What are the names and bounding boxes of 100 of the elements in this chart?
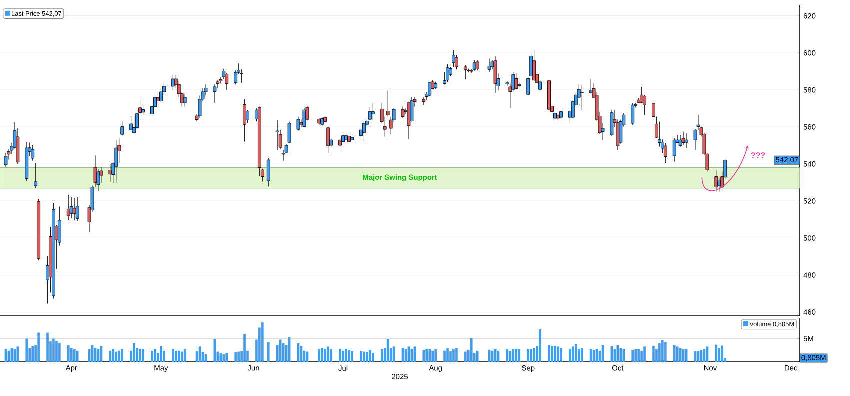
candlestick <box>631 103 635 126</box>
bar <box>279 340 282 362</box>
bar <box>470 338 473 362</box>
bar <box>139 349 142 362</box>
bar <box>679 348 682 362</box>
bar <box>533 348 536 362</box>
bar <box>342 350 344 362</box>
bar <box>220 353 222 362</box>
candlestick <box>342 134 346 144</box>
candlestick <box>526 77 530 96</box>
candlestick <box>371 103 375 120</box>
bar <box>530 349 532 362</box>
bar <box>360 351 362 362</box>
candlestick <box>532 50 536 82</box>
bar <box>554 346 556 362</box>
bar <box>640 350 643 362</box>
candlestick <box>682 132 686 146</box>
bar <box>452 349 455 362</box>
candlestick <box>514 73 518 90</box>
bar <box>539 330 542 362</box>
candlestick <box>476 60 480 71</box>
candlestick <box>243 99 246 142</box>
bar <box>369 350 372 362</box>
bar <box>26 338 28 362</box>
candlestick <box>464 65 468 80</box>
candlestick <box>66 194 70 221</box>
candlestick <box>494 56 498 94</box>
bar <box>664 342 667 362</box>
candlestick <box>472 60 476 72</box>
candlestick <box>302 108 306 128</box>
bar <box>551 346 554 362</box>
candlestick <box>580 85 584 110</box>
bar <box>634 349 637 362</box>
bar <box>52 338 55 362</box>
bar <box>652 346 655 362</box>
bar <box>142 349 144 362</box>
bar <box>658 343 661 362</box>
bar <box>622 349 626 362</box>
bar <box>676 346 679 362</box>
candlestick <box>130 116 134 132</box>
candlestick <box>171 75 175 90</box>
candlestick <box>276 120 280 150</box>
bar <box>222 354 226 362</box>
candlestick <box>288 122 292 144</box>
candlestick <box>386 90 390 118</box>
bar <box>32 346 34 362</box>
candlestick <box>266 158 270 188</box>
candlestick <box>348 134 351 144</box>
candlestick <box>589 79 593 94</box>
candlestick <box>684 133 688 149</box>
bar <box>46 332 49 362</box>
bar <box>721 346 724 362</box>
bar <box>426 349 428 362</box>
bar <box>557 346 560 362</box>
bar <box>268 342 270 362</box>
candlestick <box>320 116 324 126</box>
candlestick <box>694 129 698 150</box>
bar <box>428 349 432 362</box>
candlestick <box>183 94 187 108</box>
candlestick <box>362 122 366 142</box>
bar <box>76 350 79 362</box>
bar <box>73 349 76 362</box>
bar <box>548 345 550 362</box>
bar <box>339 349 342 362</box>
bar <box>363 352 366 362</box>
bar <box>70 348 73 362</box>
bar <box>638 349 640 362</box>
bar <box>234 352 237 362</box>
candlestick <box>718 178 722 192</box>
candlestick <box>4 153 8 168</box>
bar <box>68 345 70 362</box>
candlestick <box>672 138 676 162</box>
bar <box>432 350 434 362</box>
bar <box>327 346 330 362</box>
candlestick <box>338 138 342 149</box>
bar <box>38 332 40 362</box>
bar <box>644 346 646 362</box>
bar <box>574 344 578 362</box>
bar <box>178 350 180 362</box>
candlestick <box>94 155 98 188</box>
candlestick <box>114 140 118 184</box>
bar <box>56 341 58 362</box>
candlestick <box>296 116 300 132</box>
bar <box>464 352 467 362</box>
bar <box>174 350 178 362</box>
bar <box>446 348 449 362</box>
candlestick <box>610 110 614 136</box>
bar <box>345 349 348 362</box>
bar <box>366 352 368 362</box>
candlestick <box>213 84 217 104</box>
candlestick <box>70 197 74 219</box>
bar <box>321 348 324 362</box>
bar <box>154 349 156 362</box>
candlestick <box>652 102 656 118</box>
bar <box>133 343 136 362</box>
bar <box>372 353 374 362</box>
bar <box>456 348 458 362</box>
bar <box>632 350 634 362</box>
bar <box>572 346 574 362</box>
candlestick <box>428 82 432 96</box>
